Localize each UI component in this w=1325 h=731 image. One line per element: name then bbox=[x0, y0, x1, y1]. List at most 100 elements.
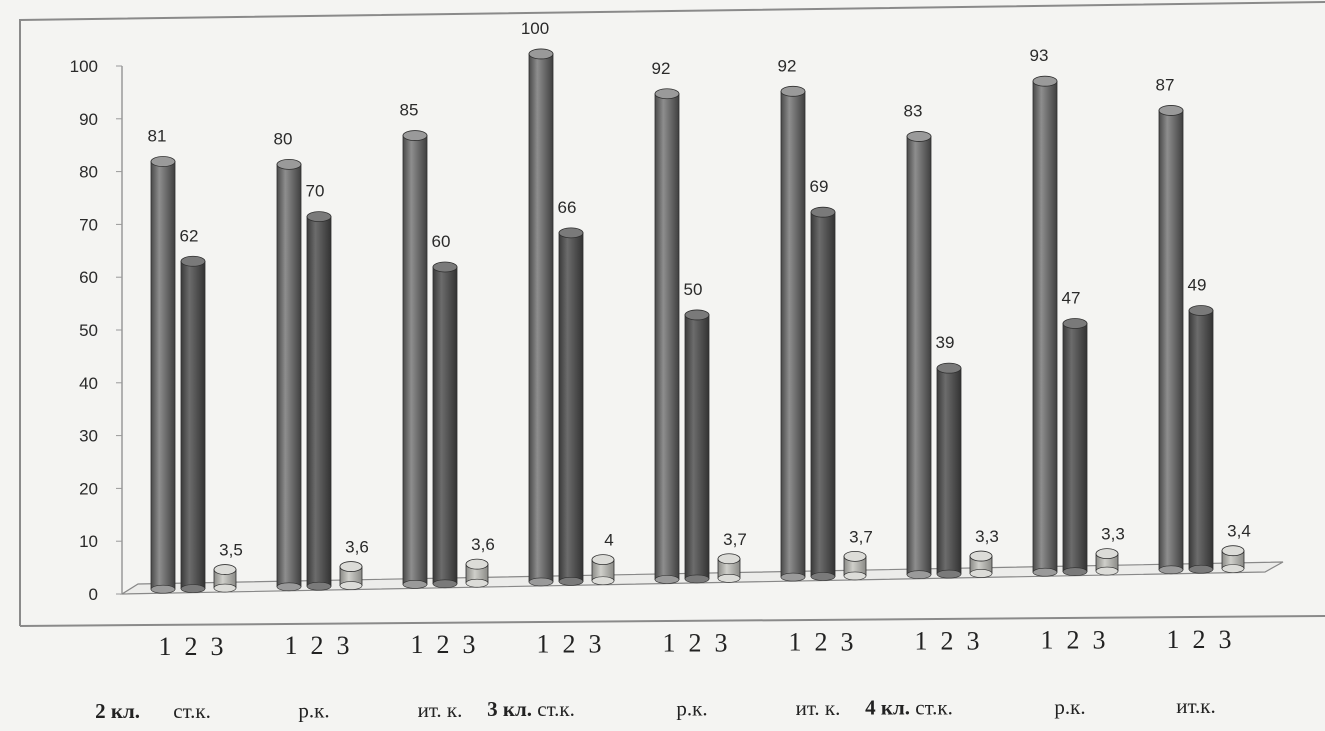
data-label: 4 bbox=[604, 531, 613, 550]
series-2-bar bbox=[684, 314, 710, 580]
bar-number-label: 3 bbox=[715, 628, 728, 657]
category-label: ит. к. bbox=[418, 698, 463, 722]
series-2-bar bbox=[1188, 310, 1214, 570]
data-label: 62 bbox=[180, 226, 199, 245]
y-tick-label: 70 bbox=[79, 215, 98, 234]
data-label: 3,3 bbox=[1101, 525, 1125, 544]
series-1-bar bbox=[276, 163, 302, 588]
series-1-bar bbox=[528, 53, 554, 583]
category-label: ит. к. bbox=[796, 696, 841, 720]
data-label: 60 bbox=[432, 232, 451, 251]
data-label: 93 bbox=[1030, 46, 1049, 65]
category-name: ст.к. bbox=[168, 699, 211, 723]
series-1-bar-cap bbox=[276, 158, 302, 170]
series-2-bar-cap bbox=[558, 227, 584, 239]
bar-number-label: 1 bbox=[789, 628, 802, 657]
y-tick-label: 20 bbox=[79, 479, 98, 498]
series-3-bar-base bbox=[465, 578, 489, 588]
bar-number-label: 1 bbox=[1167, 625, 1180, 654]
series-2-bar-cap bbox=[936, 362, 962, 374]
chart-frame-bottom bbox=[19, 615, 1325, 627]
series-3-bar-base bbox=[717, 574, 741, 583]
series-1-bar bbox=[150, 161, 176, 590]
series-1-bar-cap bbox=[906, 131, 932, 142]
data-label: 80 bbox=[274, 129, 293, 148]
y-tick-label: 10 bbox=[79, 532, 98, 551]
data-label: 39 bbox=[936, 333, 955, 352]
series-3-bar-cap bbox=[969, 550, 993, 562]
series-3-bar-cap bbox=[465, 558, 489, 570]
data-label: 49 bbox=[1188, 276, 1207, 295]
bar-number-label: 2 bbox=[185, 632, 198, 661]
bar-number-label: 3 bbox=[211, 632, 224, 661]
series-1-bar-cap bbox=[150, 156, 176, 167]
series-2-bar-base bbox=[432, 579, 458, 589]
series-1-bar-base bbox=[528, 577, 554, 587]
series-1-bar bbox=[780, 90, 806, 578]
x-category-labels: 2 кл. ст.к. р.к. ит. к. 3 кл. ст.к. р.к. ит. … bbox=[95, 694, 1216, 723]
series-2-bar bbox=[558, 232, 584, 582]
data-label: 47 bbox=[1062, 288, 1081, 307]
data-label: 100 bbox=[521, 19, 549, 38]
y-tick-label: 50 bbox=[79, 321, 98, 340]
series-2-bar-cap bbox=[180, 255, 206, 267]
series-1-bar bbox=[1158, 110, 1184, 571]
series-2-bar-cap bbox=[810, 206, 836, 218]
data-label: 70 bbox=[306, 182, 325, 201]
series-3-bar-cap bbox=[339, 561, 363, 572]
data-label: 50 bbox=[684, 280, 703, 299]
bar-number-label: 1 bbox=[663, 628, 676, 657]
bar-number-label: 2 bbox=[437, 630, 450, 659]
bar-number-label: 2 bbox=[1193, 625, 1206, 654]
series-1-bar-cap bbox=[1158, 105, 1184, 116]
series-2-bar-cap bbox=[684, 309, 710, 321]
y-tick-label: 40 bbox=[79, 374, 98, 393]
category-label: р.к. bbox=[298, 698, 329, 722]
series-2-bar-base bbox=[1062, 567, 1088, 576]
class-prefix: 2 кл. bbox=[95, 699, 140, 723]
series-2-bar bbox=[432, 266, 458, 585]
category-label: ит.к. bbox=[1176, 694, 1216, 718]
y-tick-label: 0 bbox=[89, 585, 98, 604]
bar-number-label: 2 bbox=[311, 631, 324, 660]
series-3-bar-base bbox=[339, 581, 363, 590]
data-label: 3,7 bbox=[723, 530, 747, 549]
category-label: 4 кл. ст.к. bbox=[865, 695, 953, 719]
data-label: 83 bbox=[904, 101, 923, 120]
category-name: ст.к. bbox=[532, 697, 575, 721]
class-prefix: 4 кл. bbox=[865, 695, 910, 719]
series-1-bar-cap bbox=[1032, 75, 1058, 87]
series-3-bar-cap bbox=[717, 553, 741, 565]
data-label: 3,4 bbox=[1227, 522, 1251, 541]
bar-number-label: 1 bbox=[411, 630, 424, 659]
bar-number-label: 2 bbox=[563, 629, 576, 658]
series-1-bar-base bbox=[654, 575, 680, 584]
series-1-bar-base bbox=[1032, 567, 1058, 577]
series-2-bar-base bbox=[558, 577, 584, 586]
series-2-bar bbox=[936, 367, 962, 575]
bar-number-label: 2 bbox=[941, 627, 954, 656]
series-2-bar-base bbox=[306, 581, 332, 591]
series-3-bar-base bbox=[1221, 564, 1245, 573]
series-1-bar-base bbox=[150, 584, 176, 594]
series-3-bar-cap bbox=[1095, 548, 1119, 560]
series-1-bar-cap bbox=[780, 85, 806, 97]
data-label: 3,5 bbox=[219, 541, 243, 560]
series-2-bar bbox=[306, 216, 332, 587]
series-2-bar-cap bbox=[1062, 318, 1088, 329]
data-label: 69 bbox=[810, 177, 829, 196]
series-2-bar-base bbox=[810, 572, 836, 581]
series-2-bar-cap bbox=[1188, 305, 1214, 316]
series-2-bar-cap bbox=[306, 211, 332, 223]
series-1-bar-cap bbox=[528, 48, 554, 60]
y-tick-label: 60 bbox=[79, 268, 98, 287]
series-3-bar-cap bbox=[843, 550, 867, 562]
category-label: 3 кл. ст.к. bbox=[487, 697, 575, 721]
data-labels: 81 62 3,5 80 70 3,6 85 60 3,6 100 66 4 92 50 3,7 92 69 3,… bbox=[148, 19, 1251, 560]
category-label: р.к. bbox=[1054, 695, 1085, 719]
bar-number-label: 2 bbox=[1067, 626, 1080, 655]
data-label: 3,7 bbox=[849, 527, 873, 546]
y-tick-label: 100 bbox=[70, 57, 98, 76]
data-label: 92 bbox=[652, 59, 671, 78]
